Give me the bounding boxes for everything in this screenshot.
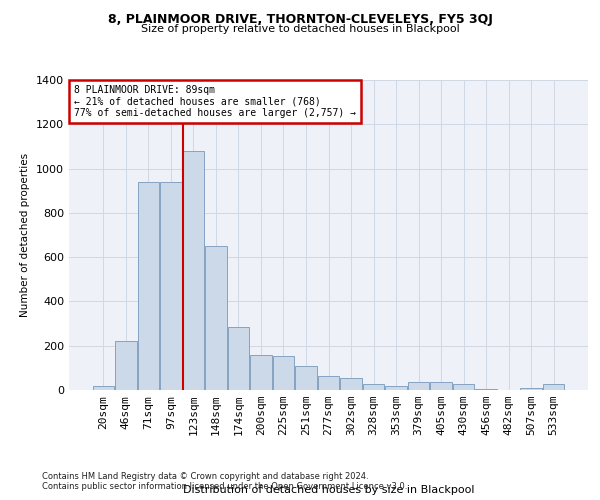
Bar (250, 354, 272, 390)
Bar (92, 386, 114, 390)
Bar (408, 382, 429, 390)
Bar (228, 327, 249, 390)
Bar (385, 386, 407, 390)
X-axis label: Distribution of detached houses by size in Blackpool: Distribution of detached houses by size … (183, 486, 474, 496)
Text: Contains HM Land Registry data © Crown copyright and database right 2024.: Contains HM Land Registry data © Crown c… (42, 472, 368, 481)
Y-axis label: Number of detached properties: Number of detached properties (20, 153, 31, 317)
Bar (363, 384, 384, 390)
Bar (273, 356, 294, 390)
Bar (318, 376, 339, 390)
Text: Size of property relative to detached houses in Blackpool: Size of property relative to detached ho… (140, 24, 460, 34)
Bar (182, 151, 204, 390)
Bar (340, 378, 362, 390)
Text: 8 PLAINMOOR DRIVE: 89sqm
← 21% of detached houses are smaller (768)
77% of semi-: 8 PLAINMOOR DRIVE: 89sqm ← 21% of detach… (74, 84, 356, 118)
Text: Contains public sector information licensed under the Open Government Licence v3: Contains public sector information licen… (42, 482, 407, 491)
Bar (160, 182, 182, 390)
Bar (430, 382, 452, 390)
Bar (205, 246, 227, 390)
Bar (475, 389, 497, 390)
Bar (543, 384, 565, 390)
Bar (115, 342, 137, 390)
Bar (520, 388, 542, 390)
Bar (453, 384, 475, 390)
Bar (137, 182, 159, 390)
Text: 8, PLAINMOOR DRIVE, THORNTON-CLEVELEYS, FY5 3QJ: 8, PLAINMOOR DRIVE, THORNTON-CLEVELEYS, … (107, 12, 493, 26)
Bar (295, 366, 317, 390)
